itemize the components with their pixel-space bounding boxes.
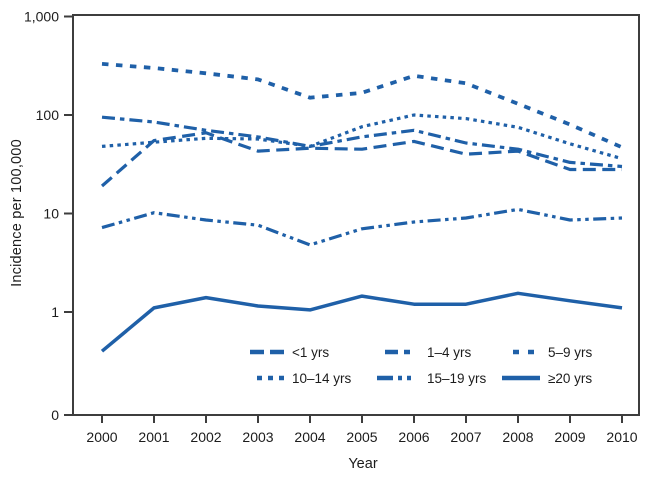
x-tick-label: 2004 <box>294 429 325 445</box>
x-tick-label: 2005 <box>346 429 377 445</box>
y-axis-title: Incidence per 100,000 <box>9 139 25 287</box>
y-tick-label: 0 <box>51 407 59 423</box>
plot-frame <box>72 14 640 416</box>
legend-item: 5–9 yrs <box>513 345 593 360</box>
series-line-10-14-yrs <box>101 113 623 161</box>
legend-item: ≥20 yrs <box>502 371 592 386</box>
legend: <1 yrs 1–4 yrs 5–9 yrs 10–14 yrs 15–19 yrs ≥2… <box>250 345 593 386</box>
legend-item: 15–19 yrs <box>377 371 487 386</box>
y-tick-label: 1 <box>51 304 59 320</box>
legend-label: 1–4 yrs <box>427 345 472 360</box>
legend-item: <1 yrs <box>250 345 329 360</box>
legend-label: 5–9 yrs <box>548 345 593 360</box>
series-line-1-4-yrs <box>101 115 623 169</box>
x-axis-title: Year <box>348 456 378 472</box>
legend-label: <1 yrs <box>292 345 329 360</box>
legend-label: ≥20 yrs <box>548 371 592 386</box>
x-tick-label: 2003 <box>242 429 273 445</box>
legend-label: 15–19 yrs <box>427 371 487 386</box>
series-line-15-19-yrs <box>101 207 623 247</box>
x-tick-label: 2008 <box>502 429 533 445</box>
x-tick-label: 2001 <box>138 429 169 445</box>
y-tick-label: 1,000 <box>24 9 59 25</box>
x-tick-label: 2000 <box>86 429 117 445</box>
x-tick-label: 2010 <box>606 429 637 445</box>
series-line-5-9-yrs <box>101 62 623 150</box>
series-line-1-yrs <box>100 131 622 188</box>
x-tick-label: 2009 <box>554 429 585 445</box>
x-tick-label: 2006 <box>398 429 429 445</box>
x-tick-label: 2002 <box>190 429 221 445</box>
y-tick-label: 10 <box>43 206 59 222</box>
series-line-20-yrs <box>100 291 623 353</box>
legend-label: 10–14 yrs <box>292 371 352 386</box>
x-tick-label: 2007 <box>450 429 481 445</box>
legend-item: 1–4 yrs <box>385 345 472 360</box>
y-tick-label: 100 <box>36 107 60 123</box>
legend-item: 10–14 yrs <box>257 371 352 386</box>
